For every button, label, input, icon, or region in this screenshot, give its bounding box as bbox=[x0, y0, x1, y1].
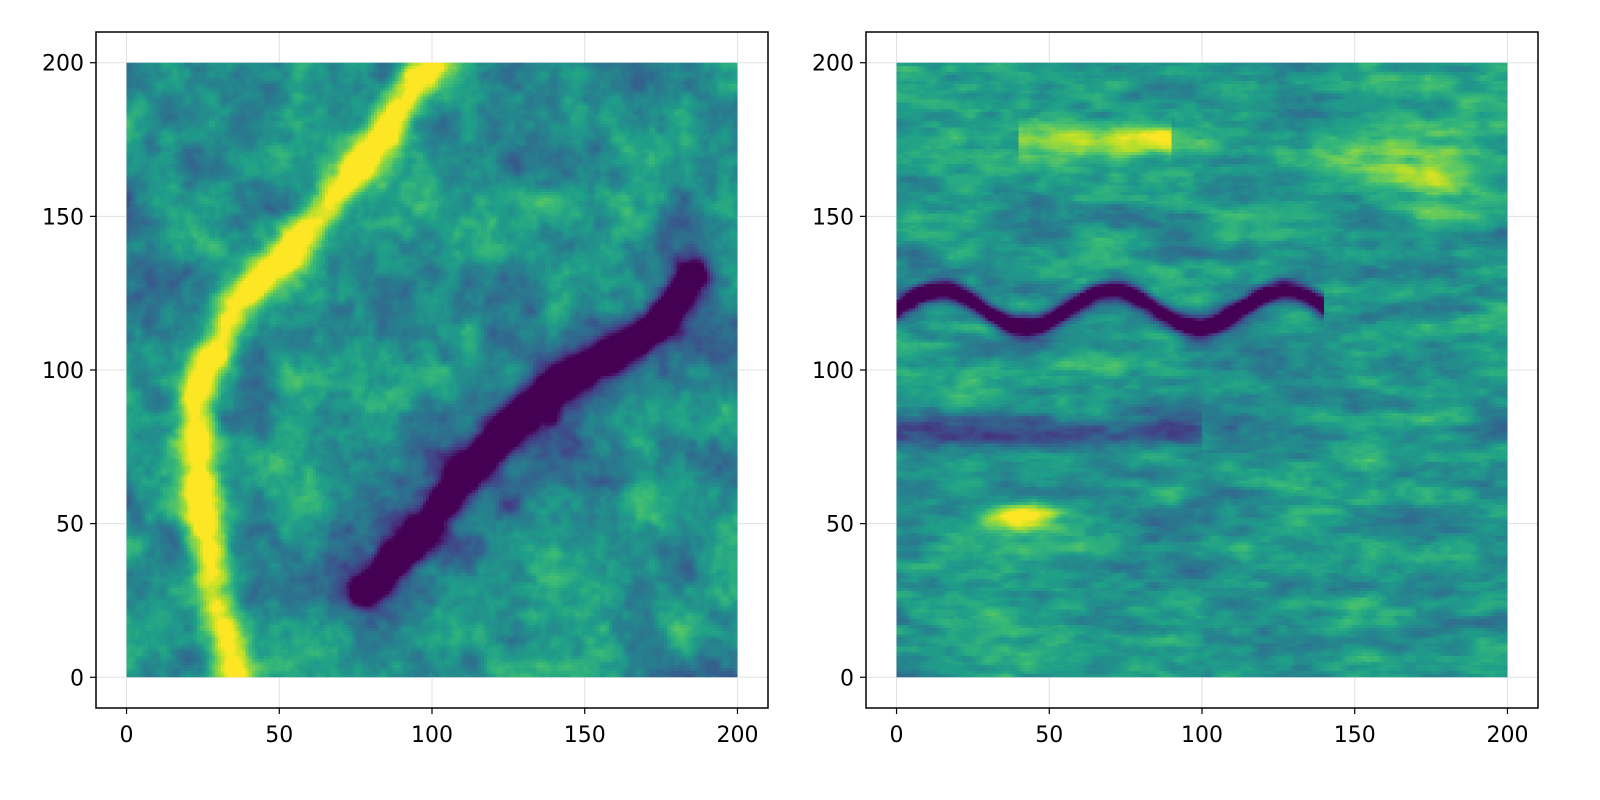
y-tick-label: 0 bbox=[840, 666, 854, 691]
x-tick-label: 50 bbox=[1035, 723, 1063, 748]
x-tick-label: 200 bbox=[1486, 723, 1528, 748]
y-tick-label: 0 bbox=[70, 666, 84, 691]
heatmap-cells bbox=[126, 62, 738, 678]
y-tick-label: 150 bbox=[812, 205, 854, 230]
x-tick-label: 100 bbox=[411, 723, 453, 748]
x-tick-label: 0 bbox=[120, 723, 134, 748]
x-tick-label: 0 bbox=[890, 723, 904, 748]
y-tick-label: 100 bbox=[812, 359, 854, 384]
x-tick-label: 150 bbox=[564, 723, 606, 748]
x-tick-label: 50 bbox=[265, 723, 293, 748]
y-tick-label: 200 bbox=[812, 52, 854, 77]
y-tick-label: 150 bbox=[42, 205, 84, 230]
heatmap-panel-1: 0 50 100 150 200 0 50 100 150 200 bbox=[42, 31, 769, 748]
y-tick-label: 50 bbox=[56, 513, 84, 538]
x-tick-label: 100 bbox=[1181, 723, 1223, 748]
heatmap-panel-2: 0 50 100 150 200 0 50 100 150 200 bbox=[812, 31, 1539, 748]
y-tick-label: 200 bbox=[42, 52, 84, 77]
heatmap-cells bbox=[896, 62, 1508, 678]
x-tick-label: 200 bbox=[716, 723, 758, 748]
y-tick-label: 100 bbox=[42, 359, 84, 384]
y-tick-label: 50 bbox=[826, 513, 854, 538]
x-tick-label: 150 bbox=[1334, 723, 1376, 748]
